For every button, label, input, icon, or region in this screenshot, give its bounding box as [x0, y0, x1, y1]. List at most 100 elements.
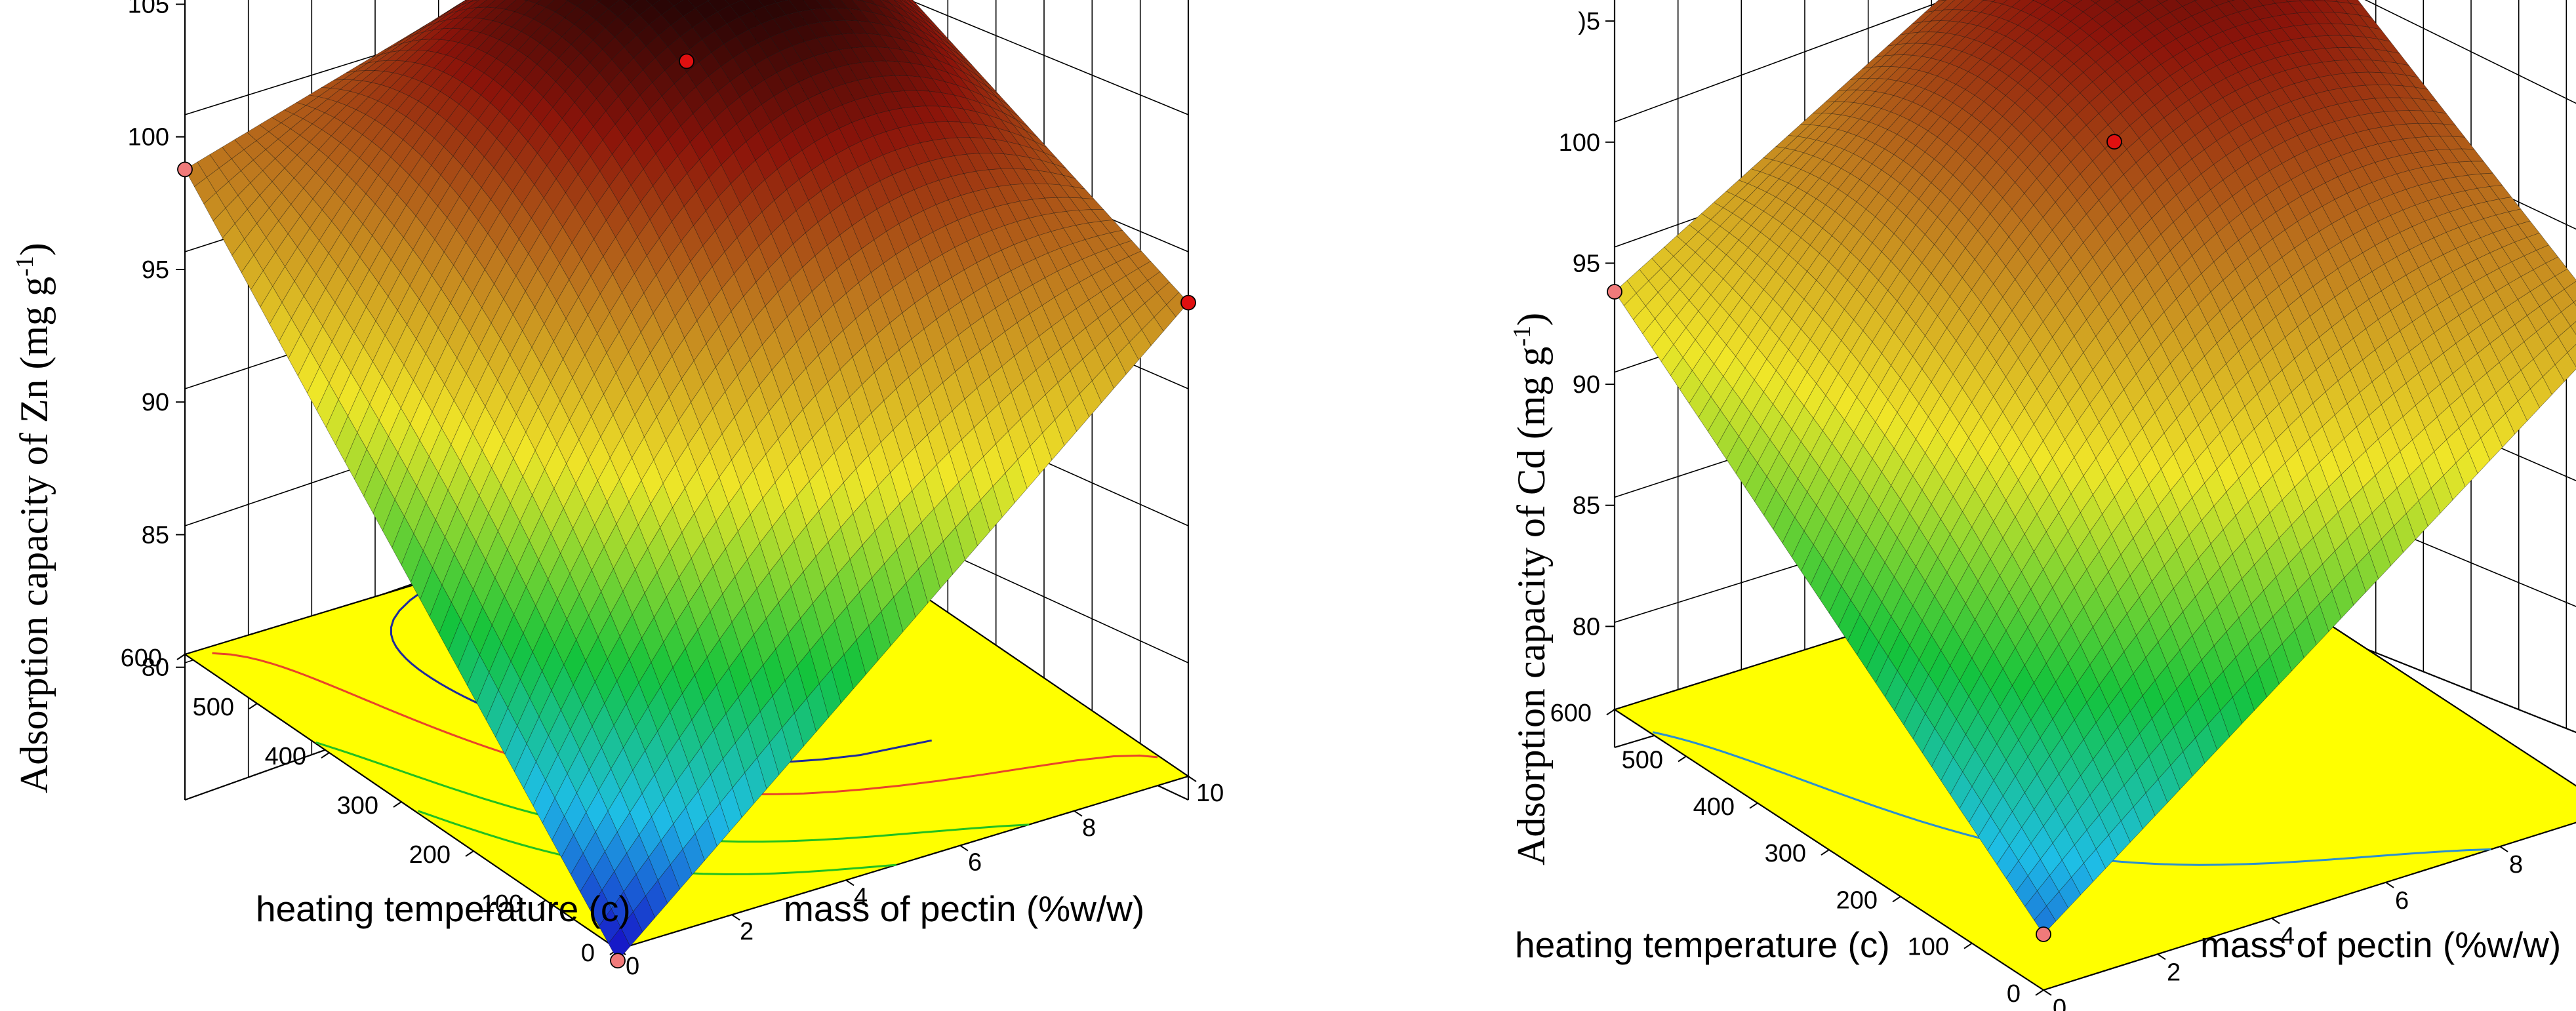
- floor-contour-line: [1652, 731, 2491, 866]
- y-tick-mark: [845, 879, 855, 886]
- z-axis-label-superscript: -1: [1508, 326, 1536, 347]
- zn-response-surface-panel: 80 85 90 95 100 105 0 100 200 300 400 500 600 0 2 4 6 8 10…: [11, 0, 1224, 980]
- y-tick-mark: [2499, 846, 2508, 852]
- z-axis-ticks: 80 85 90 95 100 )5: [1559, 8, 1615, 641]
- x-tick-mark: [537, 900, 546, 906]
- y-tick-label: 0: [626, 953, 639, 980]
- design-point-below: [177, 161, 193, 178]
- z-axis-label-main: Adsorption capacity of Zn (mg g: [12, 277, 56, 793]
- surface-facet: [2090, 0, 2101, 4]
- right-wall-horizontal-gridline: [2364, 0, 2576, 104]
- design-point-below: [2036, 926, 2051, 942]
- z-axis-label-main: Adsorption capacity of Cd (mg g: [1510, 346, 1553, 865]
- z-tick-label: 80: [1573, 613, 1600, 641]
- surface-facet: [2156, 0, 2169, 4]
- surface-facet: [2136, 0, 2143, 3]
- x-axis-label: heating temperature (c): [256, 888, 631, 929]
- x-tick-label: 200: [409, 841, 451, 869]
- x-tick-mark: [1606, 709, 1615, 716]
- y-tick-label: 0: [2053, 995, 2066, 1011]
- z-tick-label: )5: [1578, 8, 1600, 35]
- x-tick-mark: [465, 850, 474, 857]
- x-tick-mark: [249, 703, 258, 709]
- x-tick-label: 600: [121, 644, 162, 672]
- y-tick-label: 6: [968, 849, 982, 877]
- y-tick-label: 4: [854, 883, 868, 911]
- z-tick-label: 95: [142, 256, 169, 284]
- y-tick-mark: [1074, 810, 1083, 817]
- z-tick-label: 95: [1573, 250, 1600, 277]
- x-tick-label: 300: [1765, 840, 1806, 867]
- design-point-below: [610, 953, 626, 969]
- x-tick-mark: [1892, 896, 1901, 903]
- y-axis-label: mass of pectin (%w/w): [784, 888, 1144, 929]
- z-axis-label-superscript: -1: [11, 256, 39, 277]
- x-axis-label: heating temperature (c): [1515, 924, 1890, 965]
- z-tick-label: 80: [142, 654, 169, 682]
- x-tick-label: 400: [265, 743, 306, 770]
- response-surface: [1614, 0, 2576, 935]
- y-tick-label: 6: [2395, 887, 2409, 915]
- response-surface: [184, 0, 1189, 961]
- x-tick-mark: [176, 654, 186, 660]
- z-axis-ticks: 80 85 90 95 100 105: [128, 0, 185, 682]
- surface-facet: [2573, 300, 2576, 306]
- x-tick-label: 200: [1836, 886, 1878, 914]
- design-points: [177, 53, 1196, 969]
- design-point-below: [1607, 284, 1622, 300]
- design-points: [1607, 134, 2122, 942]
- right-wall-horizontal-gridline: [908, 0, 1189, 115]
- z-tick-label: 90: [142, 389, 169, 416]
- y-tick-label: 4: [2281, 923, 2295, 951]
- z-tick-label: 90: [1573, 371, 1600, 399]
- y-tick-label: 10: [1196, 780, 1224, 807]
- surface-facet: [2034, 905, 2057, 935]
- x-tick-mark: [1963, 942, 1973, 949]
- y-axis-ticks: 0 2 4 6 8 10: [617, 776, 1224, 980]
- y-tick-mark: [2043, 989, 2052, 996]
- x-tick-label: 100: [481, 890, 523, 918]
- x-tick-label: 0: [2007, 980, 2021, 1008]
- design-point-above: [679, 53, 694, 69]
- left-wall-horizontal-gridline: [1614, 0, 1946, 123]
- z-tick-label: 100: [1559, 129, 1600, 157]
- y-tick-mark: [2385, 881, 2394, 888]
- y-axis-label: mass of pectin (%w/w): [2200, 924, 2561, 965]
- surface-facet: [608, 927, 631, 961]
- y-tick-mark: [2157, 953, 2166, 961]
- x-tick-label: 600: [1550, 700, 1592, 727]
- surface-facet: [2114, 0, 2121, 3]
- z-axis-label-close: ): [12, 243, 56, 256]
- cd-response-surface-panel: 80859095100)501002003004005006000246810h…: [1508, 0, 2576, 1011]
- z-axis-label: Adsorption capacity of Zn (mg g-1): [11, 243, 56, 793]
- y-tick-mark: [2271, 917, 2280, 924]
- x-tick-mark: [1821, 849, 1830, 856]
- y-tick-label: 2: [740, 918, 754, 945]
- x-tick-label: 0: [581, 940, 595, 967]
- surface-facet: [595, 0, 602, 3]
- x-tick-mark: [321, 752, 330, 759]
- z-tick-label: 85: [1573, 492, 1600, 520]
- y-tick-mark: [959, 844, 969, 852]
- x-tick-mark: [1749, 802, 1758, 809]
- design-point-above: [2106, 134, 2122, 150]
- y-tick-label: 2: [2167, 959, 2181, 986]
- x-tick-label: 300: [337, 792, 378, 820]
- z-axis-label-text: Adsorption capacity of Zn (mg g-1): [11, 243, 56, 793]
- x-tick-label: 500: [1622, 747, 1663, 774]
- x-tick-label: 500: [193, 694, 234, 721]
- y-tick-mark: [731, 914, 740, 921]
- x-tick-label: 400: [1693, 793, 1735, 821]
- z-tick-label: 100: [128, 124, 169, 151]
- y-tick-label: 8: [1082, 814, 1096, 842]
- surface-facet: [645, 0, 660, 6]
- z-axis-label-close: ): [1510, 313, 1553, 326]
- z-axis-label: Adsorption capacity of Cd (mg g-1): [1508, 313, 1553, 865]
- y-tick-mark: [1188, 776, 1197, 782]
- x-tick-mark: [1678, 755, 1687, 763]
- x-axis-ticks: 0 100 200 300 400 500 600: [1550, 700, 2044, 1008]
- y-tick-label: 8: [2509, 851, 2523, 879]
- x-tick-mark: [2035, 989, 2044, 996]
- z-axis-label-text: Adsorption capacity of Cd (mg g-1): [1508, 313, 1553, 865]
